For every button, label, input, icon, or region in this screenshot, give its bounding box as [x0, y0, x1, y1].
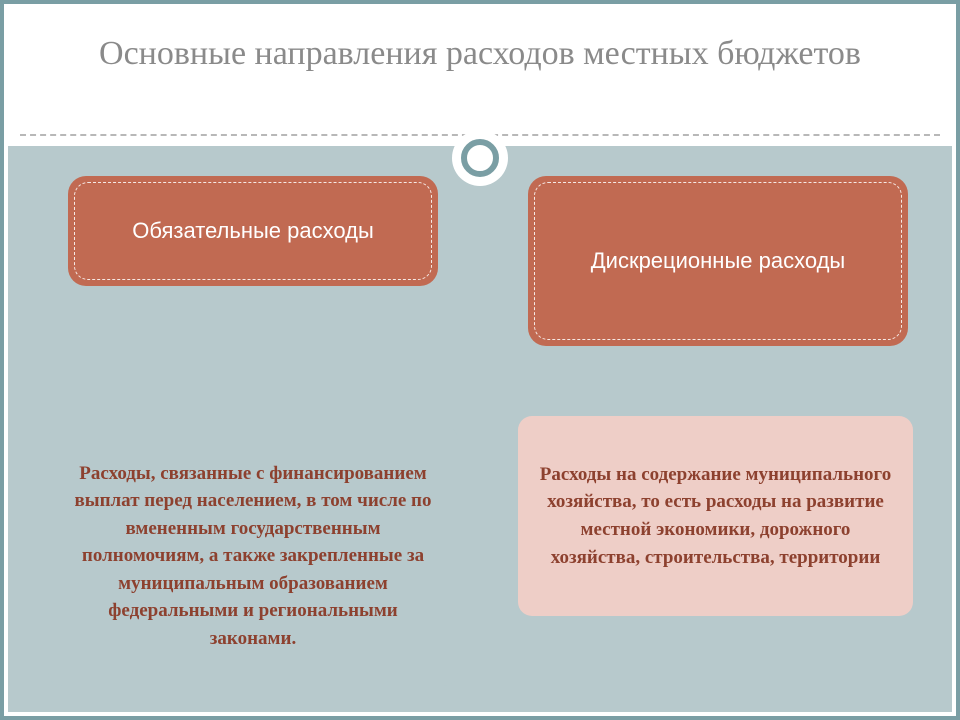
header-area: Основные направления расходов местных бю… [4, 4, 956, 142]
card-mandatory-expenses: Обязательные расходы [68, 176, 438, 286]
description-mandatory: Расходы, связанные с финансированием вып… [48, 426, 458, 686]
card-discretionary-expenses: Дискреционные расходы [528, 176, 908, 346]
card-label-mandatory: Обязательные расходы [132, 218, 374, 244]
circle-ornament [452, 130, 508, 186]
card-label-discretionary: Дискреционные расходы [591, 248, 846, 274]
body-area: Обязательные расходы Дискреционные расхо… [8, 146, 952, 712]
description-discretionary: Расходы на содержание муниципального хоз… [518, 416, 913, 616]
slide-frame: Основные направления расходов местных бю… [0, 0, 960, 720]
slide-title: Основные направления расходов местных бю… [4, 4, 956, 76]
circle-inner-icon [461, 139, 499, 177]
